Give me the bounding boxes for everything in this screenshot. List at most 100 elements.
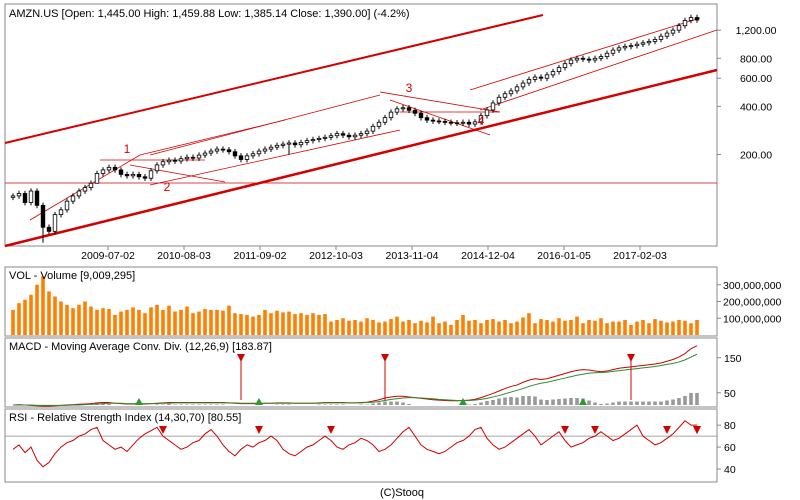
rsi-sell-marker bbox=[693, 426, 701, 434]
trendlines bbox=[4, 14, 718, 248]
rsi-sell-marker bbox=[663, 426, 671, 434]
macd-histogram-bar bbox=[647, 401, 651, 405]
candle-body bbox=[610, 49, 616, 54]
candle-body bbox=[340, 133, 346, 136]
volume-bars bbox=[11, 276, 699, 335]
candle-body bbox=[82, 187, 88, 192]
candle-body bbox=[394, 108, 400, 113]
candle-body bbox=[274, 144, 280, 148]
macd-histogram-bar bbox=[575, 398, 579, 405]
macd-histogram-bar bbox=[101, 403, 105, 405]
trendline-10 bbox=[129, 164, 226, 183]
macd-histogram-bar bbox=[155, 404, 159, 405]
candle-body bbox=[508, 90, 514, 95]
candle-body bbox=[556, 67, 562, 73]
macd-histogram-bar bbox=[695, 393, 699, 405]
volume-bar bbox=[431, 316, 435, 335]
candle-body bbox=[370, 125, 376, 132]
candle-body bbox=[412, 109, 418, 114]
volume-bar bbox=[401, 321, 405, 335]
rsi-y-tick-label: 40 bbox=[724, 464, 736, 476]
candle-body bbox=[22, 193, 28, 203]
macd-buy-marker bbox=[579, 398, 587, 405]
volume-bar bbox=[119, 311, 123, 335]
candle-body bbox=[316, 138, 322, 140]
macd-histogram-bar bbox=[203, 404, 207, 405]
macd-signal-line bbox=[13, 353, 698, 406]
candle-body bbox=[328, 135, 334, 138]
volume-bar bbox=[101, 308, 105, 335]
candle-body bbox=[286, 142, 292, 145]
volume-bar bbox=[551, 321, 555, 335]
volume-bar bbox=[197, 311, 201, 335]
macd-histogram-bar bbox=[599, 404, 603, 405]
macd-histogram-bar bbox=[401, 402, 405, 405]
rsi-y-ticks: 80 60 40 bbox=[717, 420, 736, 476]
candle-body bbox=[382, 117, 388, 123]
macd-lines bbox=[12, 345, 698, 407]
candle-body bbox=[388, 111, 394, 119]
volume-bar bbox=[167, 305, 171, 335]
volume-bar bbox=[599, 318, 603, 335]
candle-body bbox=[478, 115, 484, 123]
volume-bar bbox=[371, 319, 375, 335]
macd-histogram-bar bbox=[551, 399, 555, 405]
wave-label-4: 4 bbox=[478, 114, 485, 128]
candle-body bbox=[58, 209, 64, 216]
candle-body bbox=[70, 195, 76, 202]
volume-bar bbox=[17, 303, 21, 335]
macd-histogram-bar bbox=[323, 404, 327, 405]
volume-bar bbox=[35, 284, 39, 335]
candle-body bbox=[298, 141, 304, 146]
rsi-line bbox=[12, 420, 697, 468]
volume-bar bbox=[323, 314, 327, 335]
macd-histogram-bar bbox=[521, 396, 525, 405]
macd-title: MACD - Moving Average Conv. Div. (12,26,… bbox=[9, 341, 272, 353]
candle-body bbox=[280, 143, 286, 146]
volume-bar bbox=[569, 319, 573, 335]
candle-body bbox=[676, 25, 682, 31]
volume-bar bbox=[131, 307, 135, 335]
candle-body bbox=[604, 52, 610, 57]
price-panel-frame bbox=[4, 3, 718, 247]
candle-body bbox=[448, 121, 454, 124]
candle-body bbox=[652, 39, 658, 42]
volume-bar bbox=[491, 319, 495, 335]
volume-bar bbox=[677, 319, 681, 335]
volume-bar bbox=[215, 309, 219, 335]
volume-bar bbox=[287, 311, 291, 335]
macd-histogram-bar bbox=[161, 404, 165, 405]
candle-body bbox=[148, 170, 154, 179]
macd-histogram-bar bbox=[641, 401, 645, 405]
macd-histogram-bar bbox=[623, 401, 627, 405]
candle-body bbox=[586, 58, 592, 61]
candle-body bbox=[664, 32, 670, 37]
volume-bar bbox=[527, 313, 531, 335]
candle-body bbox=[682, 20, 688, 27]
candle-body bbox=[106, 166, 112, 171]
macd-histogram-bar bbox=[317, 404, 321, 405]
candle-body bbox=[238, 155, 244, 160]
volume-bar bbox=[521, 317, 525, 335]
macd-histogram-bar bbox=[527, 396, 531, 405]
volume-bar bbox=[455, 319, 459, 335]
candle-body bbox=[418, 112, 424, 119]
candle-body bbox=[76, 190, 82, 197]
volume-bar bbox=[533, 323, 537, 335]
volume-bar bbox=[275, 310, 279, 335]
macd-histogram-bar bbox=[611, 402, 615, 405]
macd-histogram-bar bbox=[407, 404, 411, 405]
macd-histogram-bar bbox=[395, 401, 399, 405]
macd-histogram-bar bbox=[653, 401, 657, 405]
volume-bar bbox=[191, 313, 195, 335]
volume-bar bbox=[641, 319, 645, 335]
rsi-sell-marker bbox=[591, 426, 599, 434]
volume-bar bbox=[515, 321, 519, 335]
candle-body bbox=[232, 151, 238, 157]
volume-y-tick-label: 200,000,000 bbox=[723, 297, 782, 309]
macd-histogram-bar bbox=[689, 393, 693, 405]
candle-body bbox=[442, 121, 448, 123]
rsi-sell-marker bbox=[327, 426, 335, 434]
macd-histogram-bar bbox=[197, 404, 201, 405]
